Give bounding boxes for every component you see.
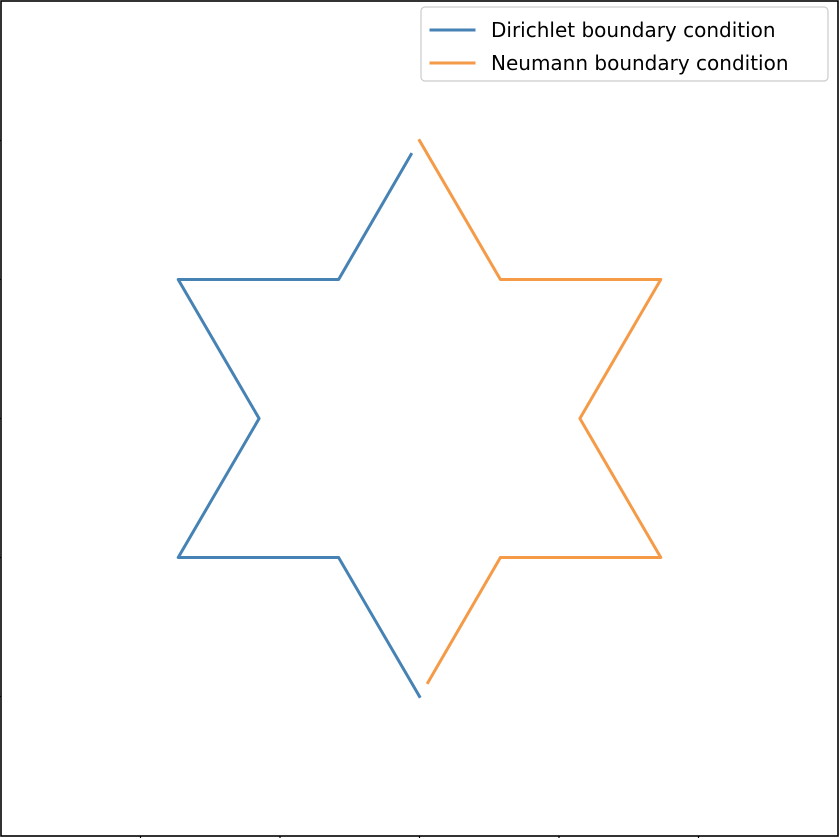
legend-label-neumann: Neumann boundary condition (491, 51, 789, 75)
legend-label-dirichlet: Dirichlet boundary condition (491, 18, 776, 42)
legend-box (420, 6, 829, 82)
axis-ticks (0, 139, 700, 838)
neumann-boundary-line (417, 138, 663, 685)
dirichlet-boundary-line (176, 152, 422, 699)
legend: Dirichlet boundary condition Neumann bou… (420, 6, 829, 82)
series-layer (176, 138, 663, 699)
